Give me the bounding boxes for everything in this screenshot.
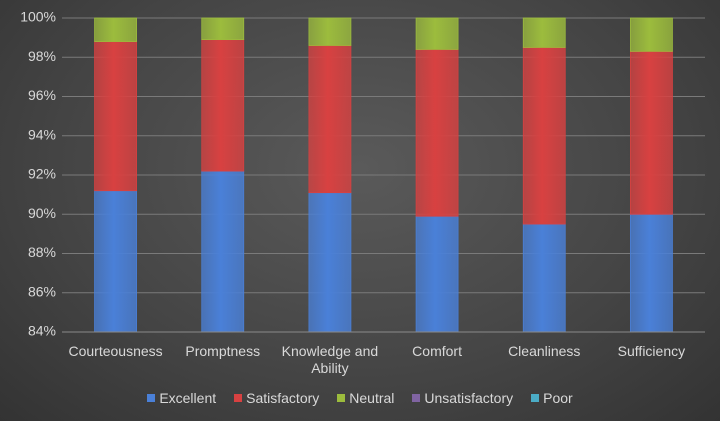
legend-swatch bbox=[234, 394, 243, 402]
y-tick-label: 84% bbox=[28, 323, 56, 339]
bar-segment bbox=[308, 192, 352, 333]
legend-item: Unsatisfactory bbox=[412, 390, 513, 406]
y-tick-label: 92% bbox=[28, 166, 56, 182]
bar-segment bbox=[630, 213, 673, 333]
legend-item: Excellent bbox=[147, 390, 216, 406]
bar-segment bbox=[630, 17, 673, 52]
legend-label: Neutral bbox=[349, 390, 395, 406]
bar-segment bbox=[630, 50, 673, 215]
legend-swatch bbox=[147, 394, 156, 402]
bar-segment bbox=[201, 170, 245, 333]
bar-segment bbox=[94, 190, 137, 333]
bar-segment bbox=[201, 17, 245, 40]
bar-segment bbox=[308, 45, 352, 194]
y-tick-label: 94% bbox=[28, 126, 56, 142]
bar-segment bbox=[522, 47, 566, 225]
legend-swatch bbox=[412, 394, 421, 402]
legend-item: Poor bbox=[531, 390, 573, 406]
bar-segment bbox=[522, 17, 566, 48]
y-tick-label: 90% bbox=[28, 205, 56, 221]
y-tick-label: 98% bbox=[28, 48, 56, 64]
x-tick-label: Promptness bbox=[185, 343, 261, 359]
x-tick-label: Cleanliness bbox=[508, 343, 581, 359]
x-tick-label: Sufficiency bbox=[617, 343, 686, 359]
legend-swatch bbox=[531, 394, 540, 402]
bar-segment bbox=[522, 223, 566, 333]
bar-segment bbox=[415, 49, 459, 217]
legend: Excellent Satisfactory Neutral Unsatisfacto… bbox=[0, 390, 720, 406]
legend-swatch bbox=[337, 394, 346, 402]
legend-label: Satisfactory bbox=[246, 390, 320, 406]
legend-label: Poor bbox=[543, 390, 573, 406]
bar-segment bbox=[94, 41, 137, 192]
legend-label: Excellent bbox=[159, 390, 217, 406]
bar-segment bbox=[415, 17, 459, 50]
bar-segment bbox=[415, 215, 459, 333]
y-tick-label: 100% bbox=[20, 9, 56, 25]
x-tick-label: Courteousness bbox=[68, 343, 163, 359]
x-tick-label: Knowledge and Ability bbox=[281, 343, 379, 376]
y-tick-label: 96% bbox=[28, 87, 56, 103]
legend-item: Satisfactory bbox=[234, 390, 319, 406]
x-tick-label: Comfort bbox=[412, 343, 462, 359]
bar-segment bbox=[308, 17, 352, 46]
bar-segment bbox=[94, 17, 137, 42]
legend-item: Neutral bbox=[337, 390, 394, 406]
y-tick-label: 88% bbox=[28, 244, 56, 260]
y-tick-label: 86% bbox=[28, 283, 56, 299]
legend-label: Unsatisfactory bbox=[424, 390, 514, 406]
bar-segment bbox=[201, 39, 245, 172]
